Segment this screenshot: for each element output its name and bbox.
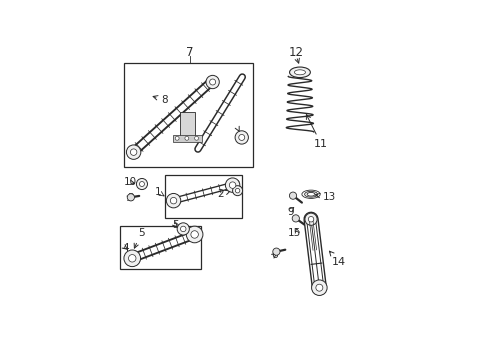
Circle shape: [225, 178, 239, 192]
Text: 10: 10: [123, 177, 136, 187]
Circle shape: [315, 284, 322, 291]
Circle shape: [289, 192, 296, 199]
Circle shape: [292, 215, 299, 222]
Text: 5: 5: [172, 220, 178, 230]
Text: 7: 7: [185, 46, 193, 59]
Circle shape: [139, 181, 144, 186]
Text: 14: 14: [329, 251, 346, 267]
Text: 1: 1: [154, 187, 161, 197]
Circle shape: [127, 194, 134, 201]
Ellipse shape: [289, 67, 310, 77]
Text: 5: 5: [134, 228, 144, 248]
Circle shape: [209, 79, 215, 85]
Circle shape: [232, 186, 242, 195]
Bar: [173, 135, 202, 141]
Circle shape: [205, 75, 219, 89]
Circle shape: [170, 197, 177, 204]
Text: 12: 12: [288, 46, 303, 59]
Circle shape: [311, 280, 326, 296]
Circle shape: [235, 131, 248, 144]
Circle shape: [175, 136, 179, 140]
Circle shape: [307, 216, 313, 222]
Circle shape: [128, 255, 136, 262]
Text: 3: 3: [126, 193, 133, 203]
Text: 11: 11: [306, 114, 327, 149]
Circle shape: [180, 226, 185, 232]
Text: 8: 8: [234, 134, 241, 144]
Circle shape: [126, 145, 141, 159]
Ellipse shape: [294, 70, 305, 75]
Circle shape: [190, 231, 198, 238]
Circle shape: [184, 136, 188, 140]
Circle shape: [186, 226, 203, 243]
Bar: [120, 226, 200, 269]
Bar: [180, 112, 195, 141]
Circle shape: [194, 136, 198, 140]
Text: 15: 15: [287, 228, 301, 238]
Circle shape: [177, 223, 189, 235]
Circle shape: [130, 149, 137, 156]
Circle shape: [272, 248, 280, 255]
Text: 9: 9: [287, 207, 293, 217]
Text: 6: 6: [270, 250, 277, 260]
Circle shape: [229, 182, 235, 188]
Text: 8: 8: [153, 95, 168, 105]
Circle shape: [123, 250, 140, 267]
Bar: [164, 175, 242, 218]
Circle shape: [305, 213, 317, 225]
Circle shape: [136, 179, 147, 190]
Text: 4: 4: [122, 243, 128, 253]
Circle shape: [166, 193, 181, 208]
Bar: [124, 63, 253, 167]
Text: 13: 13: [315, 192, 336, 202]
Text: 2: 2: [216, 189, 230, 199]
Text: 2: 2: [233, 180, 240, 190]
Circle shape: [235, 188, 239, 193]
Circle shape: [238, 134, 244, 140]
